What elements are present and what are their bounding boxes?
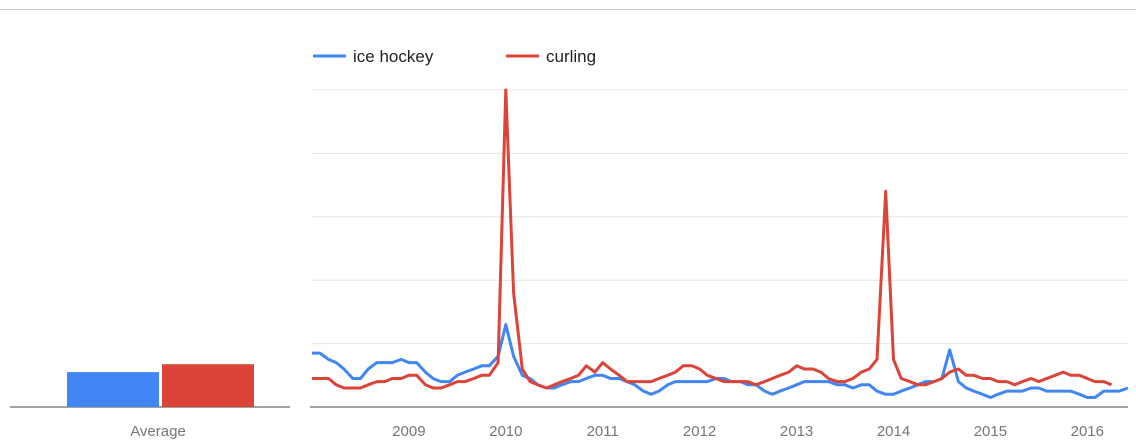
legend: ice hockey curling [313,47,596,66]
series-lines [312,88,1129,399]
legend-item-curling[interactable]: curling [506,47,596,66]
x-tick-label: 2015 [974,423,1007,440]
x-axis-tick-labels: 2009 2010 2011 2012 2013 2014 2015 2016 [392,423,1104,440]
legend-label-curling: curling [546,47,596,66]
average-bar-chart: Average [10,364,290,440]
x-tick-label: 2009 [392,423,425,440]
top-divider [0,9,1136,10]
average-bar-curling[interactable] [162,364,254,407]
average-bars [67,364,254,407]
x-tick-label: 2016 [1071,423,1104,440]
gridlines [312,89,1128,345]
average-bar-ice-hockey[interactable] [67,372,159,407]
x-tick-label: 2014 [877,423,910,440]
legend-label-ice-hockey: ice hockey [353,47,434,66]
legend-item-ice-hockey[interactable]: ice hockey [313,47,434,66]
x-tick-label: 2011 [587,423,619,440]
average-label: Average [130,423,186,440]
x-tick-label: 2012 [683,423,716,440]
x-tick-label: 2010 [489,423,522,440]
x-tick-label: 2013 [780,423,813,440]
series-line-curling[interactable] [312,88,1113,390]
